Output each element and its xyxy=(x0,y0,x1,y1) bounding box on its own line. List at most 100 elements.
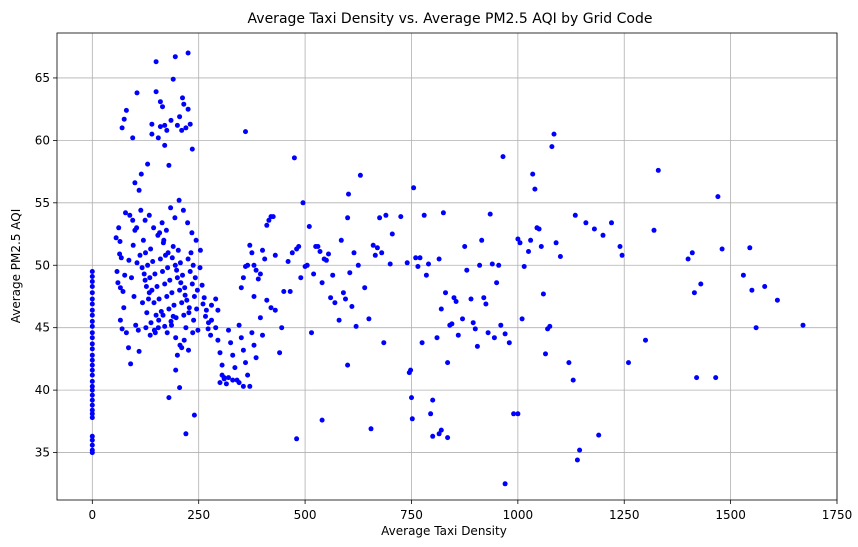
data-point xyxy=(228,340,234,346)
data-point xyxy=(217,350,223,356)
data-point xyxy=(226,375,231,381)
data-point xyxy=(119,326,125,332)
data-point xyxy=(487,211,493,217)
data-point xyxy=(174,275,180,281)
data-point xyxy=(381,340,387,346)
data-point xyxy=(462,244,468,249)
data-point xyxy=(162,122,168,128)
data-point xyxy=(203,313,208,319)
data-point xyxy=(515,236,521,242)
y-tick-label: 60 xyxy=(35,133,50,147)
data-point xyxy=(169,255,175,261)
data-point xyxy=(177,114,183,120)
data-point xyxy=(168,205,174,211)
data-point xyxy=(172,262,178,268)
data-point xyxy=(181,312,187,318)
data-point xyxy=(157,256,163,262)
data-point xyxy=(89,290,95,296)
data-point xyxy=(500,154,506,160)
data-point xyxy=(515,411,521,417)
data-point xyxy=(689,250,695,256)
data-point xyxy=(146,212,152,218)
data-point xyxy=(774,297,780,303)
chart-title: Average Taxi Density vs. Average PM2.5 A… xyxy=(248,11,653,27)
data-point xyxy=(138,171,144,177)
data-point xyxy=(566,360,572,366)
data-point xyxy=(168,318,174,324)
data-point xyxy=(134,225,140,231)
data-point xyxy=(368,426,374,432)
data-point xyxy=(506,340,512,346)
data-point xyxy=(187,121,193,127)
data-point xyxy=(170,313,176,319)
x-tick-label: 500 xyxy=(294,508,317,522)
data-point xyxy=(247,383,253,389)
data-point xyxy=(617,244,623,249)
data-point xyxy=(219,362,225,368)
data-point xyxy=(409,416,415,422)
data-point xyxy=(162,142,168,148)
data-point xyxy=(494,280,500,286)
data-point xyxy=(362,285,368,291)
data-point xyxy=(430,433,436,439)
data-point xyxy=(553,240,559,246)
data-point xyxy=(120,289,126,294)
data-point xyxy=(166,162,172,168)
data-point xyxy=(138,207,144,213)
data-point xyxy=(113,235,119,241)
data-point xyxy=(134,260,140,266)
data-point xyxy=(170,244,176,249)
data-point xyxy=(89,284,95,289)
data-point xyxy=(306,224,312,229)
data-point xyxy=(294,436,300,442)
data-point xyxy=(157,99,163,105)
data-point xyxy=(519,316,525,322)
data-point xyxy=(137,252,143,258)
data-point xyxy=(182,292,188,298)
data-point xyxy=(183,431,189,437)
data-point xyxy=(89,442,95,448)
data-point xyxy=(121,305,127,311)
data-point xyxy=(165,265,171,271)
data-point xyxy=(472,326,478,332)
data-point xyxy=(150,259,156,264)
data-point xyxy=(455,332,461,338)
data-point xyxy=(139,265,145,271)
data-point xyxy=(383,212,389,218)
data-point xyxy=(330,272,336,278)
x-axis-label: Average Taxi Density xyxy=(381,524,507,538)
data-point xyxy=(464,267,470,273)
data-point xyxy=(583,220,589,226)
data-point xyxy=(146,296,151,302)
data-point xyxy=(336,317,342,323)
data-point xyxy=(445,360,451,366)
data-point xyxy=(345,362,351,368)
data-point xyxy=(219,372,225,378)
data-point xyxy=(277,350,283,356)
data-point xyxy=(153,312,159,318)
data-point xyxy=(223,381,229,387)
data-point xyxy=(89,447,95,453)
data-point xyxy=(117,285,123,291)
data-point xyxy=(166,395,172,401)
x-tick-label: 250 xyxy=(187,508,210,522)
data-point xyxy=(289,250,295,256)
data-point xyxy=(89,433,95,439)
x-tick-label: 0 xyxy=(88,508,96,522)
data-point xyxy=(249,330,255,336)
data-point xyxy=(178,280,184,286)
data-point xyxy=(126,345,131,351)
data-point xyxy=(171,302,177,308)
data-point xyxy=(526,249,531,254)
data-point xyxy=(423,272,429,278)
data-point xyxy=(260,247,265,253)
data-point xyxy=(180,207,186,213)
data-point xyxy=(153,89,159,95)
data-point xyxy=(143,250,148,256)
data-point xyxy=(213,325,219,331)
data-point xyxy=(430,397,436,403)
data-point xyxy=(149,131,155,137)
data-point xyxy=(89,372,95,378)
data-point xyxy=(134,90,140,96)
data-point xyxy=(453,299,459,304)
